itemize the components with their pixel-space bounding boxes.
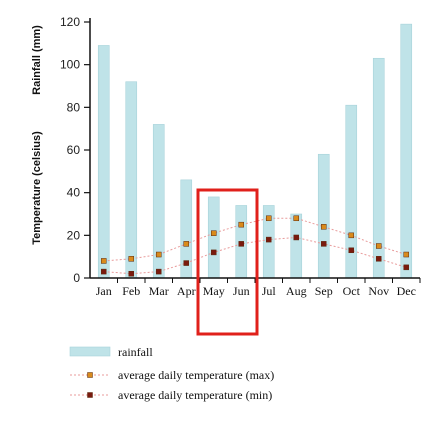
x-tick-label-apr: Apr	[177, 284, 196, 298]
bars-group	[97, 23, 413, 279]
may-jun-highlight-box	[196, 188, 259, 336]
min-temp-line-group	[101, 234, 409, 277]
rainfall-bar-jan	[97, 45, 110, 279]
y-axis-title-temperature: Temperature (celsius)	[31, 131, 43, 245]
y-tick-label-40: 40	[67, 186, 81, 200]
max-temp-point-dec	[403, 251, 409, 258]
legend-marker-min-temp	[87, 392, 93, 398]
max-temp-point-jul	[266, 215, 272, 222]
min-temp-point-mar	[156, 268, 162, 275]
legend-marker-max-temp	[87, 372, 93, 378]
x-tick-label-jun: Jun	[233, 284, 250, 298]
max-temp-point-jun	[238, 221, 244, 228]
max-temp-line-group	[101, 215, 409, 264]
min-temp-point-apr	[183, 260, 189, 266]
y-tick-label-20: 20	[67, 228, 81, 242]
x-tick-label-mar: Mar	[149, 284, 169, 298]
y-tick-label-80: 80	[67, 100, 81, 114]
rainfall-bar-may	[207, 196, 220, 279]
min-temp-point-dec	[403, 264, 409, 271]
y-axis: 0 20 40 60 80 100 120	[60, 15, 91, 285]
y-axis-title-rainfall: Rainfall (mm)	[31, 25, 43, 95]
y-tick-label-60: 60	[67, 143, 81, 157]
min-temp-point-jul	[266, 236, 272, 243]
max-temp-point-apr	[183, 241, 189, 247]
x-tick-label-oct: Oct	[343, 284, 361, 298]
max-temp-point-may	[211, 230, 217, 236]
max-temp-point-feb	[128, 256, 134, 262]
min-temp-point-sep	[321, 241, 327, 247]
x-tick-label-sep: Sep	[315, 284, 333, 298]
min-temp-point-jan	[101, 268, 107, 275]
legend-label-min-temp: average daily temperature (min)	[118, 388, 272, 402]
min-temp-point-may	[211, 249, 217, 256]
x-axis: Jan Feb Mar Apr May Jun Jul Aug Sep Oct Nov Dec	[90, 277, 421, 298]
x-tick-label-jul: Jul	[262, 284, 277, 298]
max-temp-line	[103, 217, 407, 262]
min-temp-point-aug	[293, 234, 299, 241]
rainfall-bar-aug	[290, 213, 303, 279]
rainfall-bar-feb	[125, 81, 138, 279]
max-temp-point-mar	[156, 251, 162, 258]
y-tick-label-120: 120	[60, 15, 80, 29]
legend-label-rainfall: rainfall	[118, 345, 153, 359]
x-tick-label-feb: Feb	[122, 284, 140, 298]
y-tick-label-100: 100	[60, 58, 80, 72]
y-tick-label-0: 0	[73, 271, 80, 285]
max-temp-point-nov	[376, 243, 382, 249]
x-tick-label-aug: Aug	[286, 284, 307, 298]
x-tick-label-jan: Jan	[96, 284, 112, 298]
x-tick-label-dec: Dec	[397, 284, 416, 298]
min-temp-point-nov	[376, 256, 382, 262]
legend-swatch-rainfall	[69, 346, 111, 357]
max-temp-point-oct	[348, 232, 354, 239]
max-temp-point-sep	[321, 224, 327, 230]
min-temp-point-jun	[238, 241, 244, 247]
x-tick-label-may: May	[203, 284, 225, 298]
x-tick-label-nov: Nov	[368, 284, 389, 298]
max-temp-point-aug	[293, 215, 299, 222]
rainfall-bar-sep	[317, 153, 330, 279]
legend: rainfall average daily temperature (max) a…	[69, 345, 274, 402]
min-temp-line	[103, 236, 407, 275]
min-temp-point-oct	[348, 247, 354, 254]
min-temp-point-feb	[128, 270, 134, 277]
max-temp-point-jan	[101, 258, 107, 264]
rainfall-bar-dec	[400, 23, 413, 279]
legend-label-max-temp: average daily temperature (max)	[118, 368, 274, 382]
